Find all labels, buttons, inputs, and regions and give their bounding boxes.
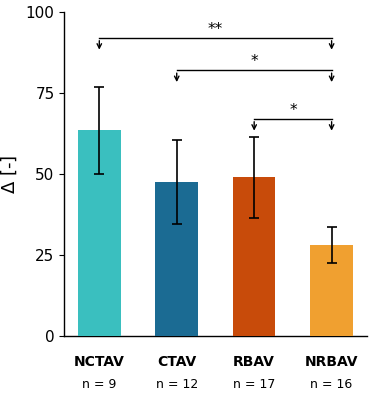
Bar	[78, 130, 121, 336]
Text: NCTAV: NCTAV	[74, 356, 125, 370]
Text: n = 9: n = 9	[82, 378, 116, 391]
Bar	[233, 177, 276, 336]
Text: *: *	[289, 103, 297, 118]
Text: NRBAV: NRBAV	[305, 356, 358, 370]
Text: **: **	[208, 22, 223, 37]
Bar	[155, 182, 198, 336]
Text: *: *	[250, 54, 258, 69]
Text: CTAV: CTAV	[157, 356, 196, 370]
Text: n = 12: n = 12	[156, 378, 198, 391]
Text: RBAV: RBAV	[233, 356, 275, 370]
Text: n = 17: n = 17	[233, 378, 275, 391]
Bar	[310, 245, 353, 336]
Y-axis label: $\bar{\Delta}$ [-]: $\bar{\Delta}$ [-]	[0, 154, 20, 194]
Text: n = 16: n = 16	[310, 378, 353, 391]
